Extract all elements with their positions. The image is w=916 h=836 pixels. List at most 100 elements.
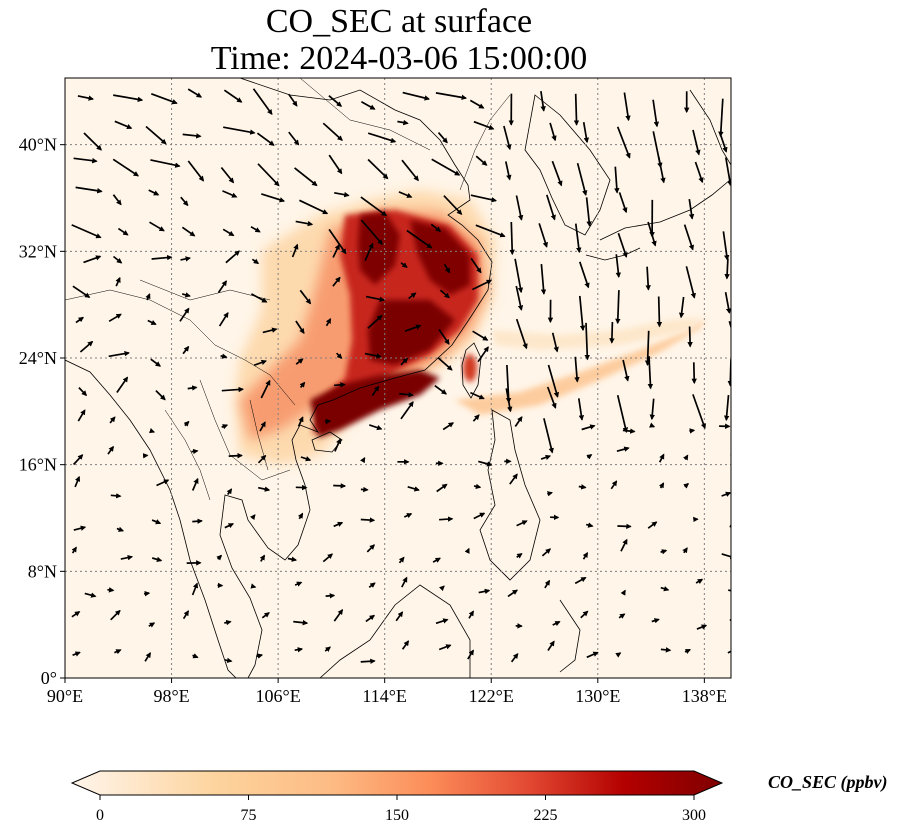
wind-arrow (226, 488, 233, 495)
wind-arrow (225, 250, 241, 264)
wind-arrow (573, 93, 580, 126)
wind-arrow (156, 479, 170, 487)
wind-arrow (620, 538, 628, 552)
wind-arrow (682, 547, 688, 554)
wind-arrow (182, 133, 202, 139)
wind-arrow (116, 376, 129, 393)
wind-arrow (507, 589, 518, 598)
wind-arrow (360, 517, 376, 523)
colorbar-ticks: 0 75 150 225 300 (96, 795, 706, 824)
wind-arrow (107, 587, 115, 593)
wind-arrow (116, 526, 125, 532)
wind-arrow (294, 167, 318, 187)
wind-arrow (540, 90, 546, 112)
wind-arrow (334, 382, 346, 388)
wind-arrow (252, 88, 273, 115)
lat-tick-label: 24°N (19, 348, 57, 368)
wind-arrow (540, 454, 552, 461)
wind-arrow (221, 386, 244, 393)
wind-arrow (730, 191, 731, 194)
wind-arrow (112, 194, 122, 206)
wind-arrow (371, 385, 380, 397)
wind-arrow (73, 157, 98, 164)
wind-arrow (544, 579, 551, 589)
wind-arrow (287, 556, 298, 562)
wind-arrow (75, 316, 84, 324)
wind-arrow (660, 586, 670, 592)
wind-arrow (437, 132, 448, 144)
wind-arrow (187, 160, 205, 182)
wind-arrow (107, 445, 114, 455)
wind-arrow (398, 556, 405, 564)
wind-arrow (618, 192, 628, 214)
wind-arrow (408, 292, 417, 300)
lon-tick-label: 98°E (153, 686, 189, 706)
wind-arrow (365, 295, 386, 303)
wind-arrow (617, 232, 628, 258)
wind-arrow (574, 576, 587, 585)
wind-arrow (294, 581, 303, 587)
wind-arrow (432, 557, 441, 563)
wind-arrow (72, 651, 81, 657)
wind-arrow (516, 553, 523, 559)
wind-arrow (192, 653, 199, 659)
wind-arrow (515, 285, 524, 311)
wind-arrow (191, 582, 199, 596)
wind-arrow (574, 223, 582, 254)
wind-arrow (546, 386, 557, 409)
lon-tick-label: 106°E (256, 686, 301, 706)
wind-arrow (616, 126, 631, 159)
lat-tick-label: 0° (41, 668, 57, 688)
wind-arrow (77, 95, 94, 101)
wind-arrow (112, 255, 123, 264)
colorbar-tick-label: 225 (534, 807, 558, 824)
wind-arrow (78, 387, 88, 397)
wind-arrow (228, 452, 243, 459)
wind-arrow (71, 224, 102, 239)
colorbar-title: CO_SEC (ppbv) (768, 772, 888, 793)
wind-arrow (438, 329, 450, 345)
wind-arrow (150, 159, 181, 168)
wind-arrow (647, 521, 658, 529)
wind-arrow (325, 317, 332, 327)
wind-arrow (217, 280, 228, 294)
lat-tick-label: 32°N (19, 241, 57, 261)
map-frame (64, 77, 732, 679)
wind-arrow (645, 266, 651, 291)
wind-arrow (297, 512, 304, 520)
wind-arrow (149, 221, 165, 232)
wind-arrow (470, 194, 497, 203)
wind-arrow (257, 163, 280, 187)
wind-arrow (328, 154, 343, 175)
wind-arrow (299, 199, 329, 215)
wind-arrow (322, 553, 334, 563)
wind-arrow (515, 318, 528, 350)
wind-arrow (324, 418, 332, 425)
wind-arrow (651, 618, 660, 624)
wind-arrow (620, 589, 626, 596)
wind-arrow (401, 640, 410, 650)
lon-tick-label: 90°E (47, 686, 83, 706)
wind-arrow (251, 258, 260, 265)
wind-arrow (113, 94, 144, 103)
wind-arrow (369, 424, 383, 431)
wind-arrow (256, 653, 264, 659)
wind-arrow (151, 556, 163, 563)
wind-arrow (112, 158, 140, 177)
wind-arrow (516, 520, 528, 527)
wind-arrow (443, 195, 463, 215)
wind-arrow (657, 156, 666, 184)
wind-arrow (473, 512, 486, 520)
latitude-axis: 0° 8°N 16°N 24°N 32°N 40°N (19, 135, 57, 688)
wind-arrow (120, 554, 134, 561)
wind-arrow (325, 593, 336, 599)
wind-arrow (404, 324, 422, 332)
wind-arrow (224, 619, 232, 626)
wind-arrow (398, 191, 413, 198)
wind-arrow (79, 340, 94, 353)
wind-arrow (333, 609, 344, 622)
wind-arrow (148, 622, 156, 628)
colorbar-tick-label: 300 (682, 807, 706, 824)
wind-arrow (723, 395, 730, 422)
